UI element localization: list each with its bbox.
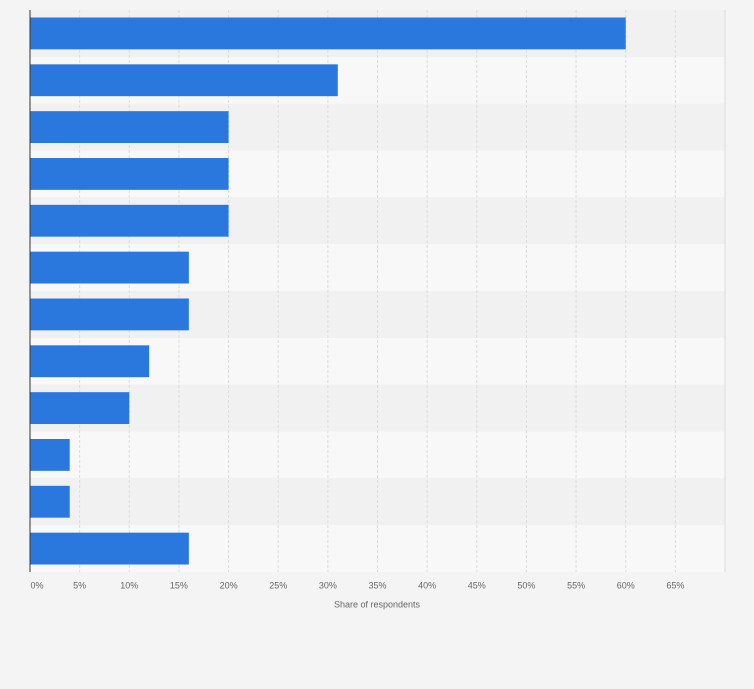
x-tick-label: 0% (30, 580, 43, 590)
bar (30, 532, 189, 565)
bar (30, 17, 626, 50)
x-tick-label: 5% (73, 580, 86, 590)
x-tick-label: 20% (220, 580, 238, 590)
bar (30, 345, 150, 378)
x-tick-label: 35% (368, 580, 386, 590)
x-tick-label: 60% (617, 580, 635, 590)
bar (30, 251, 189, 284)
bar (30, 438, 70, 471)
x-tick-label: 40% (418, 580, 436, 590)
bar (30, 485, 70, 518)
x-tick-label: 55% (567, 580, 585, 590)
bar (30, 298, 189, 331)
x-axis-label: Share of respondents (334, 599, 421, 609)
bar (30, 111, 229, 144)
x-tick-label: 65% (666, 580, 684, 590)
x-tick-label: 30% (319, 580, 337, 590)
bar (30, 157, 229, 190)
x-tick-label: 45% (468, 580, 486, 590)
x-tick-label: 10% (120, 580, 138, 590)
x-tick-label: 15% (170, 580, 188, 590)
bar (30, 204, 229, 237)
x-tick-label: 50% (517, 580, 535, 590)
bar (30, 392, 130, 425)
bar (30, 64, 338, 97)
x-tick-label: 25% (269, 580, 287, 590)
